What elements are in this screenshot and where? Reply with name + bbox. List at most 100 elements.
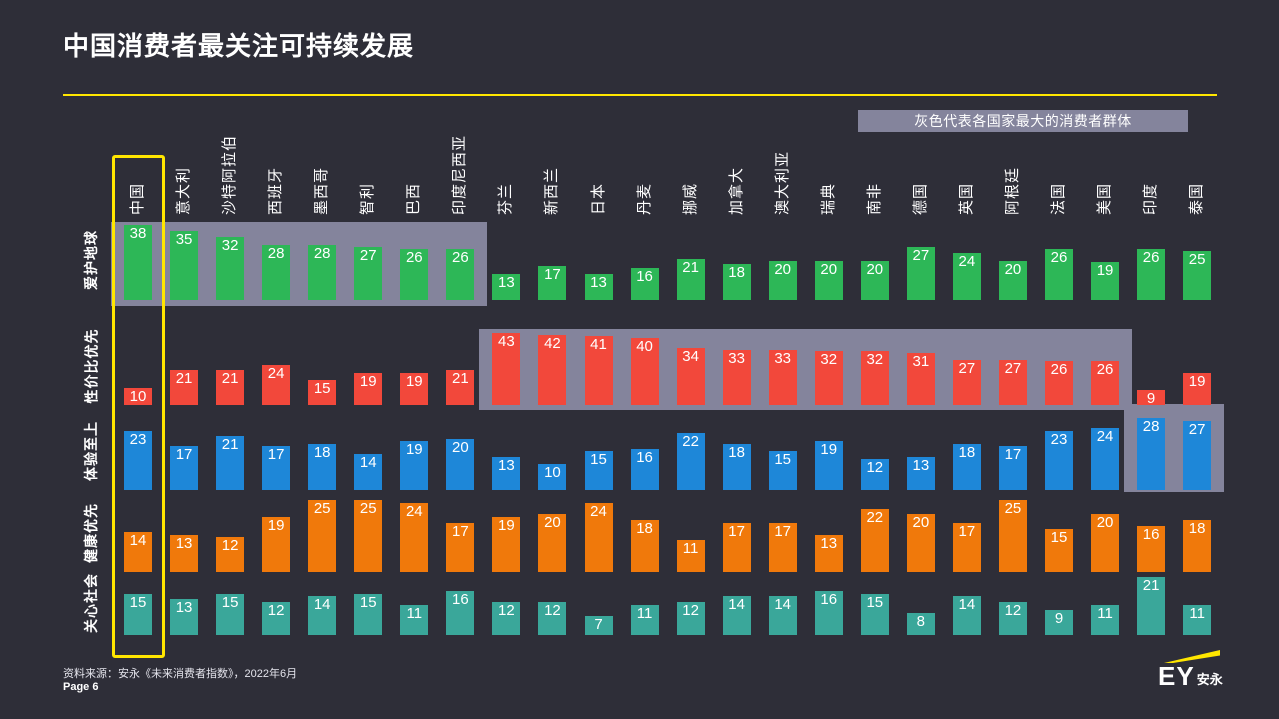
bar-value: 27	[1188, 421, 1206, 438]
bar	[492, 333, 521, 405]
bar	[1183, 605, 1212, 635]
bar	[124, 431, 152, 490]
bar-value: 20	[912, 514, 930, 531]
bar-value: 43	[498, 333, 515, 350]
bar	[722, 596, 751, 635]
bar	[1091, 605, 1120, 635]
bar-value: 35	[175, 231, 193, 248]
bar-value: 20	[866, 261, 884, 278]
bar-value: 15	[1050, 529, 1068, 546]
bar	[630, 268, 659, 300]
bar-value: 9	[1054, 610, 1064, 627]
column-header: 墨西哥	[313, 166, 331, 215]
bar-value: 12	[682, 602, 699, 619]
bar-value: 40	[636, 338, 653, 355]
bar-value: 21	[221, 436, 239, 453]
bar-value: 34	[682, 348, 699, 365]
bar	[216, 436, 245, 490]
column-header: 西班牙	[267, 166, 285, 215]
bar-value: 27	[359, 247, 377, 264]
bar	[400, 441, 429, 490]
bar	[952, 360, 981, 405]
bar	[676, 348, 705, 405]
bar	[1045, 431, 1073, 490]
bar-value: 15	[221, 594, 239, 611]
bar	[262, 365, 291, 405]
ey-beam-icon	[1164, 650, 1220, 663]
bar	[952, 444, 981, 490]
bar-value: 17	[544, 266, 561, 283]
bar	[768, 596, 797, 635]
bar-value: 17	[774, 523, 792, 540]
column-header: 美国	[1096, 182, 1114, 215]
bar	[860, 261, 889, 300]
row-label-text: 关心社会	[83, 573, 99, 633]
bar-value: 11	[1097, 605, 1113, 622]
bar-value: 26	[1050, 249, 1068, 266]
ey-logo-text: EY 安永	[1158, 663, 1228, 689]
bar-value: 19	[359, 373, 377, 390]
bar-value: 13	[498, 274, 515, 291]
bar-value: 18	[958, 444, 976, 461]
bar	[906, 613, 935, 635]
bar-value: 12	[544, 602, 561, 619]
bar	[124, 388, 152, 405]
bar-value: 32	[820, 351, 838, 368]
bar-value: 23	[1050, 431, 1068, 448]
title-underline	[63, 94, 1217, 96]
bar-value: 13	[175, 599, 193, 616]
bar-value: 26	[1142, 249, 1160, 266]
bar-value: 33	[728, 350, 745, 367]
bar	[768, 350, 797, 405]
column-header: 法国	[1050, 182, 1067, 215]
bar	[630, 449, 659, 490]
bar-value: 24	[1096, 428, 1114, 445]
bar	[1045, 529, 1073, 572]
bar	[814, 441, 843, 490]
bar	[538, 266, 567, 300]
bar-value: 26	[452, 249, 469, 266]
bar-value: 20	[1096, 514, 1114, 531]
bar-value: 19	[1188, 373, 1206, 390]
bar-value: 22	[682, 433, 699, 450]
column-header: 新西兰	[543, 166, 561, 215]
bar-value: 8	[916, 613, 926, 630]
bar-value: 12	[1004, 602, 1022, 619]
bar-value: 21	[1142, 577, 1160, 594]
bar	[170, 231, 199, 300]
bar-value: 33	[774, 350, 792, 367]
row-label: 关心社会	[80, 571, 102, 635]
bar-value: 26	[1050, 361, 1068, 378]
bar-value: 18	[313, 444, 331, 461]
column-header: 南非	[865, 182, 883, 215]
column-header: 巴西	[405, 182, 423, 215]
bar	[216, 594, 245, 635]
bar-value: 13	[175, 535, 193, 552]
bar-value: 31	[912, 353, 930, 370]
bar	[676, 602, 705, 635]
row-label: 健康优先	[80, 494, 102, 572]
bar	[538, 602, 567, 635]
bar	[1091, 514, 1120, 572]
bar-value: 14	[359, 454, 377, 471]
bar-value: 17	[267, 446, 285, 463]
bar-value: 25	[313, 500, 331, 517]
bar-value: 27	[1004, 360, 1022, 377]
page-number: Page 6	[63, 681, 99, 693]
row-label-text: 体验至上	[83, 421, 99, 481]
ey-logo: EY 安永	[1158, 650, 1228, 689]
column-header: 瑞典	[819, 182, 837, 215]
bar-value: 12	[498, 602, 515, 619]
row-label-text: 爱护地球	[83, 229, 99, 290]
bar	[170, 370, 199, 405]
bar-value: 13	[820, 535, 838, 552]
bar-value: 24	[958, 253, 976, 270]
bar-value: 23	[129, 431, 147, 448]
bar	[722, 444, 751, 490]
china-highlight-box	[112, 155, 165, 658]
bar-value: 16	[820, 591, 838, 608]
bar-value: 11	[1189, 605, 1205, 622]
column-header: 印度	[1142, 182, 1160, 215]
bar	[446, 370, 475, 405]
